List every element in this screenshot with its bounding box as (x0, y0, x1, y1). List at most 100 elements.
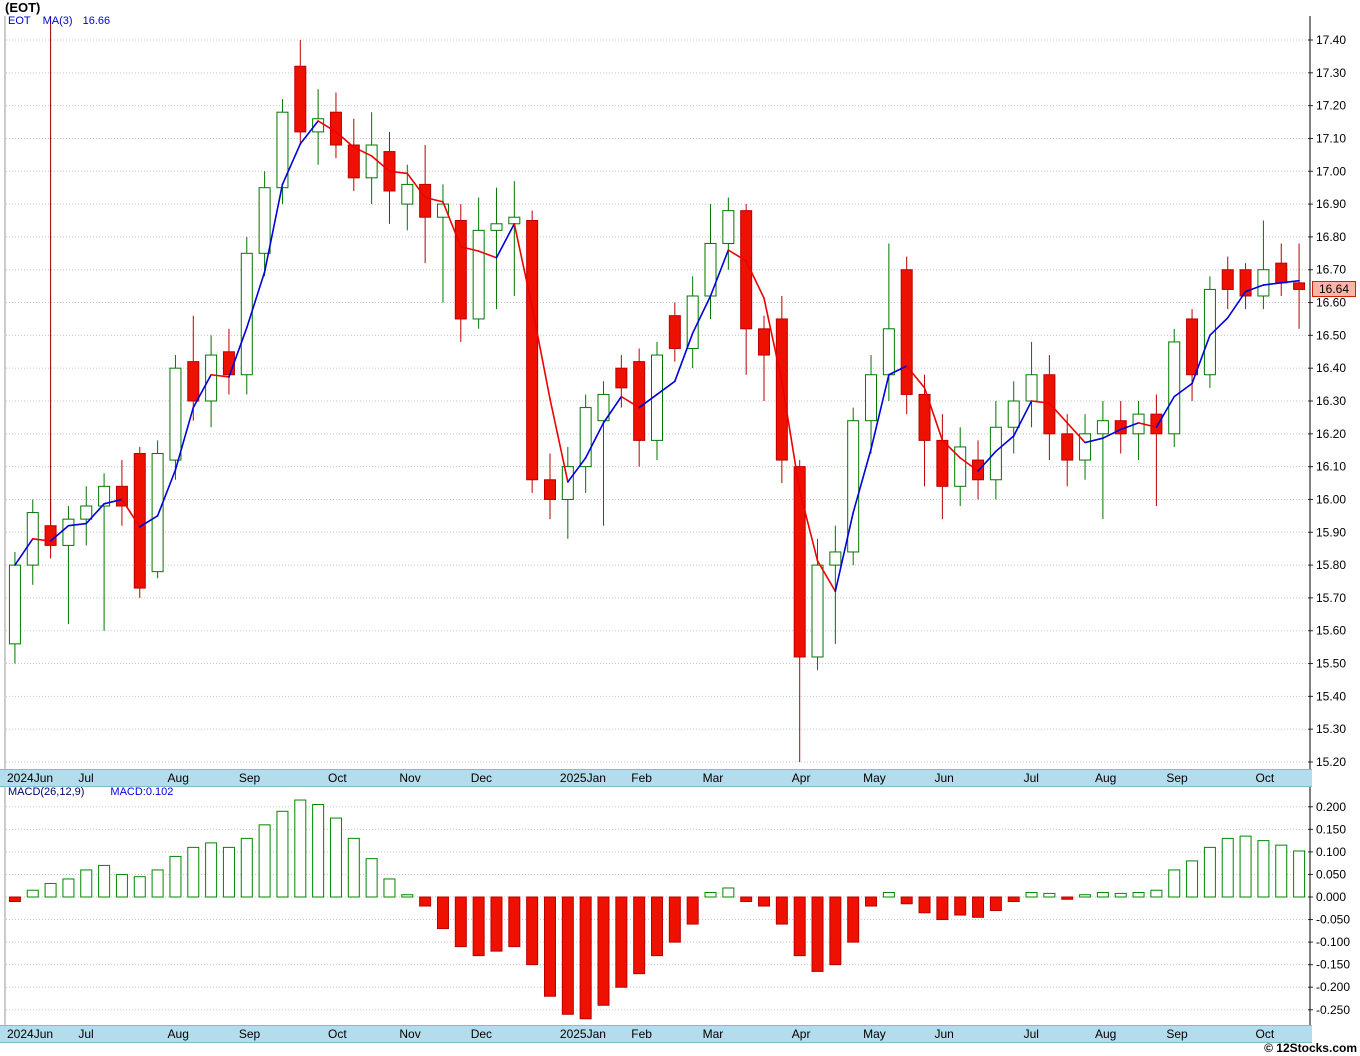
macd-histogram-bar (1079, 894, 1092, 898)
macd-histogram-bar (1221, 837, 1234, 898)
macd-histogram-bar (758, 896, 771, 907)
candle-body (775, 318, 788, 461)
candle-body (187, 361, 200, 402)
macd-xaxis-strip (0, 1025, 1312, 1043)
ma-line-segment (798, 489, 819, 562)
macd-histogram-bar (579, 896, 592, 1020)
ma-line-segment (1048, 402, 1069, 424)
month-label: Sep (239, 771, 261, 785)
macd-histogram-bar (436, 896, 449, 930)
ma-line-segment (31, 538, 52, 542)
ma-line-segment (67, 522, 88, 527)
macd-histogram-bar (615, 896, 628, 988)
ma-line-segment (834, 511, 854, 593)
macd-histogram-bar (329, 817, 342, 898)
candle-body (1007, 400, 1020, 428)
month-label: Sep (1166, 1027, 1188, 1041)
macd-tick-label: 0.000 (1316, 890, 1346, 904)
ma-line-segment (888, 365, 908, 376)
month-label: Jul (78, 771, 93, 785)
candle-body (829, 551, 842, 566)
price-tick-label: 16.20 (1316, 427, 1346, 441)
candle-body (115, 485, 128, 507)
candle-body (1079, 433, 1092, 461)
candle-body (740, 210, 753, 330)
price-tick-label: 17.10 (1316, 131, 1346, 145)
price-tick-label: 17.30 (1316, 66, 1346, 80)
ma-line-segment (495, 222, 516, 259)
month-label: 2025Jan (560, 1027, 606, 1041)
macd-histogram-bar (1203, 846, 1216, 898)
macd-histogram-bar (312, 804, 325, 898)
month-label: Mar (703, 1027, 724, 1041)
macd-histogram-bar (151, 869, 164, 898)
macd-histogram-bar (98, 864, 111, 898)
candle-body (668, 315, 681, 349)
macd-histogram-bar (847, 896, 860, 943)
price-tick-label: 16.80 (1316, 230, 1346, 244)
macd-histogram-bar (1132, 891, 1145, 898)
month-label: Sep (1166, 771, 1188, 785)
ma-line-segment (513, 222, 533, 308)
ma-line-segment (602, 395, 623, 424)
macd-histogram-bar (347, 837, 360, 898)
candle-body (722, 210, 735, 244)
macd-histogram-bar (972, 896, 985, 918)
ma-line-segment (156, 469, 177, 517)
ma-line-segment (674, 332, 694, 383)
macd-histogram-bar (169, 855, 182, 898)
candle-body (865, 374, 878, 422)
macd-histogram-bar (115, 873, 128, 898)
price-tick-label: 15.60 (1316, 624, 1346, 638)
month-label: Oct (1255, 1027, 1274, 1041)
price-tick-label: 16.50 (1316, 328, 1346, 342)
candle-body (80, 505, 93, 520)
candle-body (490, 223, 503, 231)
price-xaxis-strip (0, 769, 1312, 787)
month-label: May (863, 771, 886, 785)
ma-line-segment (995, 435, 1015, 453)
macd-histogram-bar (1168, 869, 1181, 898)
macd-histogram-bar (240, 837, 253, 898)
ma-line-segment (870, 373, 890, 450)
macd-histogram-bar (1114, 892, 1127, 898)
ma-line-segment (1280, 279, 1300, 284)
macd-histogram-bar (597, 896, 610, 1006)
ma-line-segment (584, 422, 605, 459)
ma-line-segment (174, 406, 195, 471)
month-label: Apr (792, 771, 811, 785)
candle-body (1221, 269, 1234, 290)
macd-histogram-bar (1061, 896, 1074, 900)
macd-histogram-bar (44, 882, 57, 898)
ma-line-segment (442, 201, 462, 248)
candle-body (151, 453, 164, 573)
macd-histogram-bar (472, 896, 485, 957)
macd-histogram-bar (561, 896, 574, 1015)
price-tick-label: 16.00 (1316, 492, 1346, 506)
candle-body (419, 183, 432, 218)
candle-body (882, 328, 895, 376)
macd-histogram-bar (918, 896, 931, 914)
ma-line-segment (905, 365, 926, 389)
macd-histogram-bar (80, 869, 93, 898)
candle-body (133, 453, 146, 589)
macd-histogram-bar (187, 846, 200, 898)
macd-histogram-bar (62, 878, 75, 898)
candle-body (44, 525, 57, 546)
ma-line-segment (1244, 284, 1265, 293)
ma-value: 16.66 (82, 15, 111, 27)
page-title: (EOT) (5, 0, 41, 15)
month-label: 2024Jun (7, 1027, 53, 1041)
month-label: Dec (471, 771, 492, 785)
macd-value-label: MACD:0.102 (110, 786, 174, 798)
macd-histogram-bar (1293, 850, 1306, 898)
macd-histogram-bar (1275, 844, 1288, 898)
candle-body (847, 420, 860, 553)
ma-line-segment (816, 559, 837, 593)
month-label: Nov (399, 1027, 420, 1041)
candle-body (347, 144, 360, 179)
ma-line-segment (49, 524, 70, 542)
month-label: Apr (792, 1027, 811, 1041)
macd-params-label: MACD(26,12,9) (8, 786, 85, 798)
